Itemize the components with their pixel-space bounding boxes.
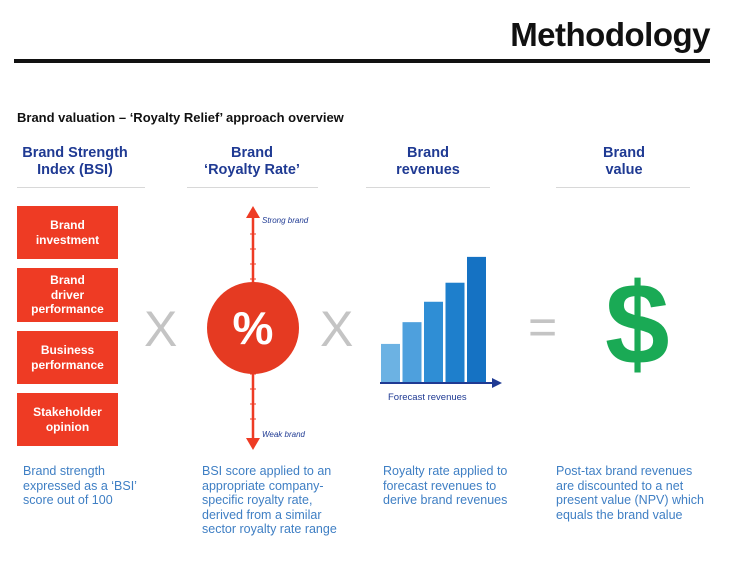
page-title: Methodology [510, 16, 710, 53]
forecast-revenue-chart [380, 256, 502, 388]
box-line: Brand [50, 273, 85, 288]
column-underline [366, 187, 490, 188]
column-heading-line: Brand [603, 145, 645, 161]
revenue-bar [381, 343, 400, 382]
description-line: specific royalty rate, [202, 493, 313, 507]
column-heading-line: Brand Strength [22, 145, 128, 161]
column-underline [187, 187, 318, 188]
arrow-down-icon [246, 438, 260, 450]
axis-label-weak-brand: Weak brand [262, 430, 305, 439]
revenue-bar [424, 301, 443, 382]
column-underline [17, 187, 145, 188]
percent-symbol: % [232, 302, 274, 354]
box-line: performance [31, 357, 104, 372]
multiply-operator: X [144, 301, 178, 357]
bsi-box-business-performance: Business performance [17, 331, 118, 384]
arrow-up-icon [246, 206, 260, 218]
revenue-bar [467, 256, 486, 382]
box-line: performance [31, 302, 104, 317]
box-line: Brand [50, 218, 85, 232]
description-line: BSI score applied to an [202, 464, 332, 478]
description-line: appropriate company- [202, 478, 324, 493]
dollar-icon: $ [605, 259, 670, 389]
column-heading-line: revenues [396, 162, 460, 178]
description-line: Royalty rate applied to [383, 464, 508, 478]
description-line: score out of 100 [23, 493, 113, 507]
box-line: driver [50, 287, 85, 302]
column-heading-line: ‘Royalty Rate’ [204, 162, 300, 178]
description-royalty-rate: BSI score applied to an appropriate comp… [202, 464, 372, 537]
column-heading-bsi: Brand Strength Index (BSI) [12, 145, 138, 179]
column-heading-brand-revenues: Brand revenues [368, 145, 488, 179]
column-heading-royalty-rate: Brand ‘Royalty Rate’ [186, 145, 318, 179]
description-line: are discounted to a net [556, 478, 684, 493]
box-line: opinion [45, 419, 90, 434]
description-bsi: Brand strength expressed as a ‘BSI’ scor… [23, 464, 173, 508]
description-line: Post-tax brand revenues [556, 464, 693, 478]
percent-icon: % [207, 282, 299, 374]
arrow-right-icon [492, 378, 502, 388]
box-line: Stakeholder [33, 405, 102, 419]
title-divider [14, 59, 710, 63]
column-heading-line: Brand [407, 145, 449, 161]
revenue-bar [445, 282, 465, 382]
forecast-revenues-label: Forecast revenues [388, 392, 467, 403]
column-heading-line: value [605, 162, 643, 178]
box-line: investment [35, 232, 100, 247]
description-line: forecast revenues to [383, 478, 497, 493]
box-line: Business [40, 343, 95, 357]
description-line: present value (NPV) which [556, 493, 704, 507]
column-heading-line: Brand [231, 145, 273, 161]
description-line: derived from a similar [202, 507, 322, 522]
description-brand-revenues: Royalty rate applied to forecast revenue… [383, 464, 543, 508]
bsi-box-brand-investment: Brand investment [17, 206, 118, 259]
description-line: derive brand revenues [383, 493, 508, 507]
column-heading-brand-value: Brand value [556, 145, 692, 179]
scale-ticks [250, 233, 256, 420]
column-heading-line: Index (BSI) [37, 162, 113, 178]
axis-label-strong-brand: Strong brand [262, 216, 309, 225]
column-underline [556, 187, 690, 188]
description-line: equals the brand value [556, 507, 683, 522]
bsi-box-brand-driver-performance: Brand driver performance [17, 268, 118, 322]
equals-operator: = [528, 299, 558, 355]
description-brand-value: Post-tax brand revenues are discounted t… [556, 464, 731, 522]
revenue-bar [402, 322, 422, 382]
bsi-box-stakeholder-opinion: Stakeholder opinion [17, 393, 118, 446]
multiply-operator: X [320, 301, 354, 357]
description-line: sector royalty rate range [202, 522, 337, 536]
description-line: Brand strength [23, 464, 105, 478]
section-subtitle: Brand valuation – ‘Royalty Relief’ appro… [17, 110, 344, 125]
description-line: expressed as a ‘BSI’ [23, 478, 137, 493]
